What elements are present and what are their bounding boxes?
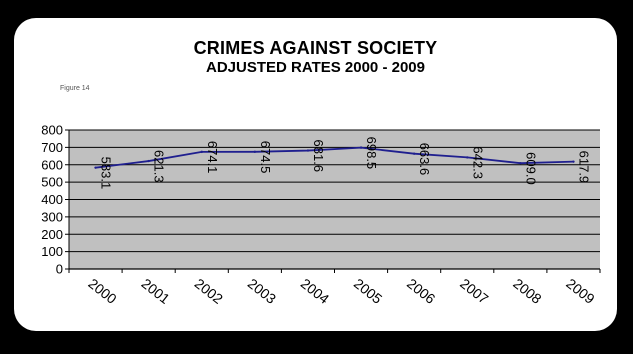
data-point [306, 149, 310, 152]
x-tick-label: 2007 [457, 275, 492, 307]
data-label: 621.3 [152, 150, 167, 183]
data-point [466, 156, 469, 159]
data-label: 583.1 [99, 157, 114, 190]
y-tick-label: 400 [41, 192, 63, 207]
data-point [253, 150, 257, 154]
x-tick-label: 2001 [139, 275, 174, 307]
x-tick-label: 2004 [298, 275, 333, 307]
x-tick-label: 2002 [192, 275, 227, 307]
data-label: 609.0 [523, 152, 538, 185]
x-tick-label: 2000 [85, 275, 120, 307]
x-tick-label: 2006 [404, 275, 439, 307]
y-tick-label: 600 [41, 157, 63, 172]
x-tick-label: 2005 [351, 275, 386, 307]
y-axis: 0 100 200 300 400 500 600 700 800 [41, 123, 70, 277]
x-tick-label: 2009 [563, 275, 598, 307]
data-label: 617.9 [576, 151, 591, 184]
data-point [359, 146, 363, 149]
data-label: 698.5 [364, 137, 379, 170]
y-tick-label: 800 [41, 123, 63, 138]
series-group [94, 146, 575, 169]
figure-label: Figure 14 [60, 85, 90, 92]
data-label: 681.6 [311, 140, 326, 173]
x-axis: 2000 2001 2002 2003 2004 2005 2006 2007 2008 2009 [68, 268, 601, 307]
y-tick-label: 500 [41, 175, 63, 190]
data-point [200, 150, 203, 154]
x-tick-label: 2008 [510, 275, 545, 307]
y-tick-label: 200 [41, 227, 63, 242]
data-point [94, 166, 97, 169]
y-tick-label: 300 [41, 209, 63, 224]
chart-title: CRIMES AGAINST SOCIETY [193, 38, 438, 58]
data-point [147, 159, 150, 163]
x-tick-label: 2003 [245, 275, 280, 307]
data-point [412, 152, 416, 155]
chart-subtitle: ADJUSTED RATES 2000 - 2009 [206, 59, 425, 76]
data-label: 642.3 [470, 146, 485, 179]
data-labels: 583.1 621.3 674.1 674.5 681.6 698.5 663.6 642.3… [99, 137, 592, 190]
data-label: 663.6 [417, 143, 432, 176]
data-label: 674.1 [205, 141, 220, 174]
y-tick-label: 0 [56, 262, 63, 277]
data-point [572, 160, 575, 163]
y-tick-label: 100 [41, 244, 63, 259]
y-tick-label: 700 [41, 140, 63, 155]
series-line [95, 146, 574, 169]
data-point [519, 161, 522, 165]
data-label: 674.5 [258, 141, 273, 174]
